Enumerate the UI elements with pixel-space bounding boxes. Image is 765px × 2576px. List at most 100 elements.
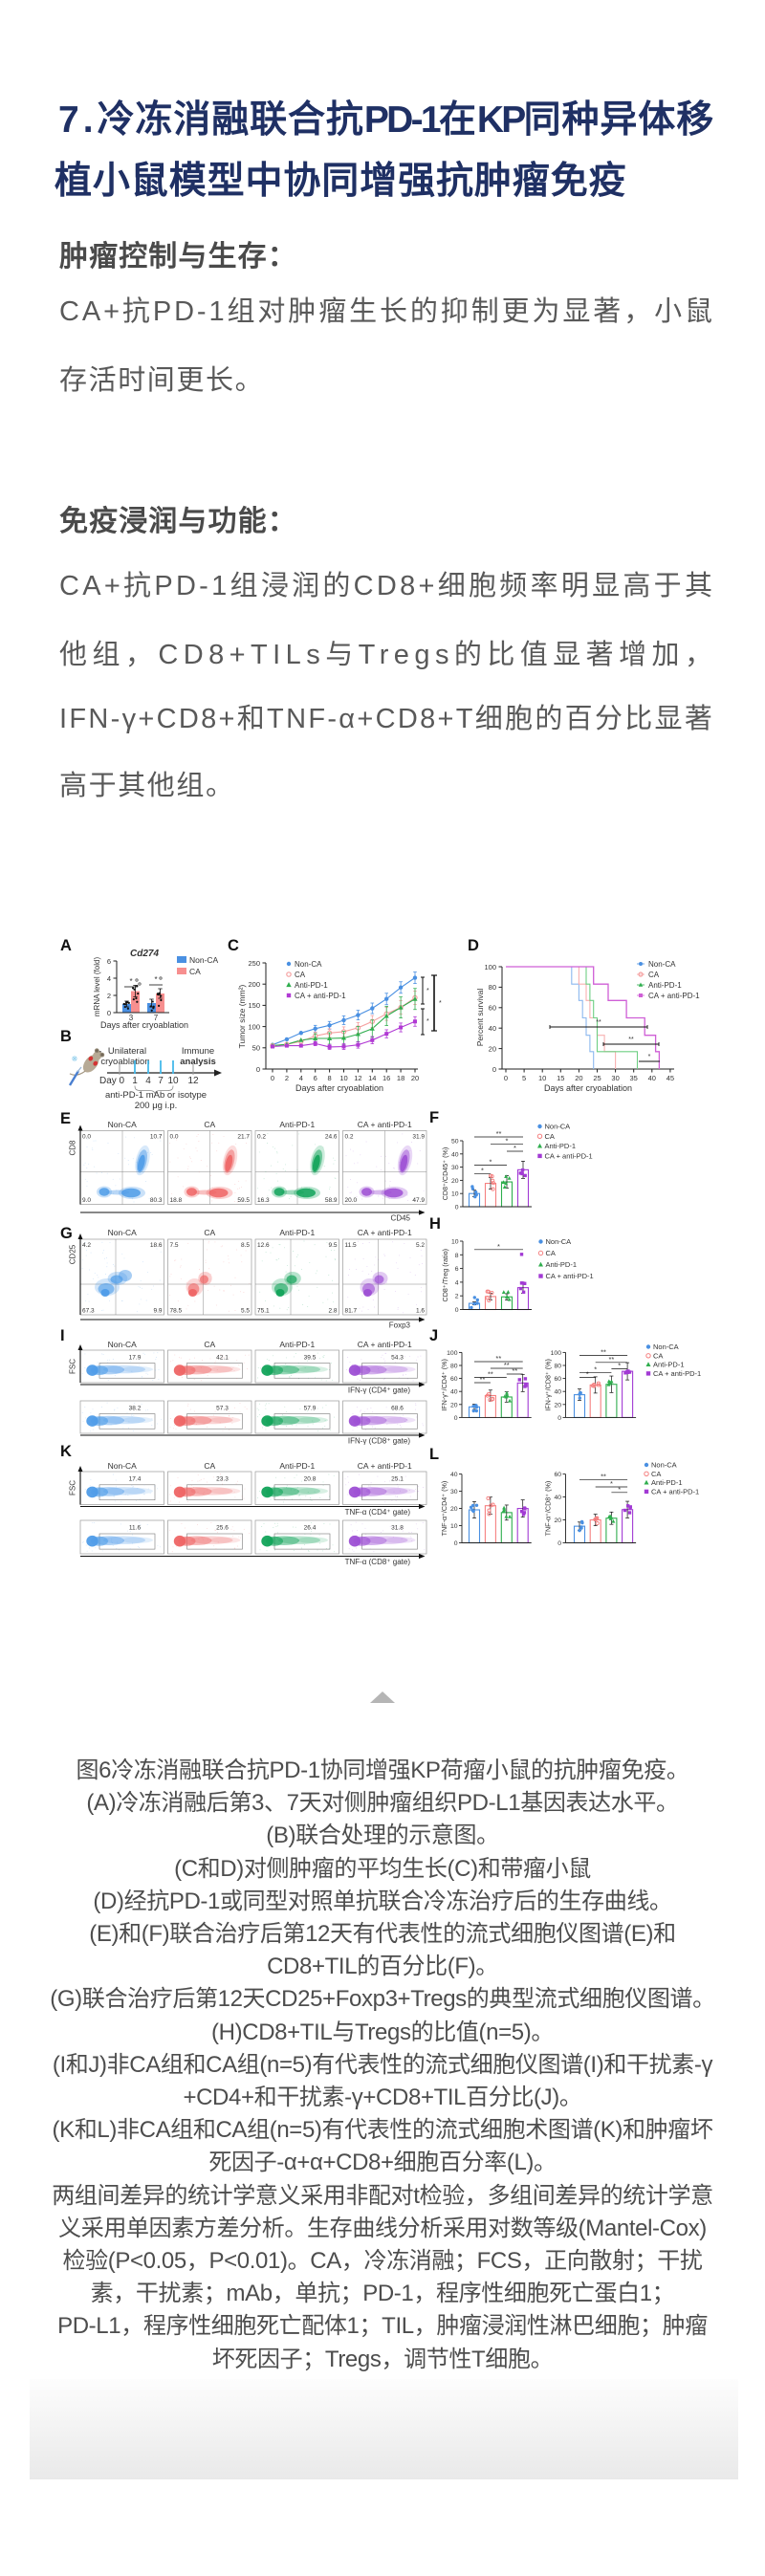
- svg-text:20: 20: [450, 1402, 458, 1408]
- svg-text:25.6: 25.6: [216, 1525, 229, 1532]
- svg-text:150: 150: [248, 1001, 260, 1010]
- svg-text:CA: CA: [204, 1340, 215, 1349]
- svg-text:50: 50: [252, 1044, 260, 1053]
- svg-text:IFN-γ⁺/CD8⁺ (%): IFN-γ⁺/CD8⁺ (%): [544, 1359, 553, 1411]
- svg-text:CA + anti-PD-1: CA + anti-PD-1: [546, 1272, 594, 1280]
- svg-text:**: **: [512, 1366, 517, 1375]
- svg-text:20: 20: [450, 1506, 458, 1513]
- svg-text:J: J: [429, 1327, 438, 1344]
- svg-text:20.0: 20.0: [345, 1197, 358, 1204]
- svg-text:6: 6: [314, 1074, 317, 1082]
- svg-text:25: 25: [593, 1074, 601, 1082]
- svg-text:7: 7: [154, 1014, 159, 1022]
- svg-text:0: 0: [557, 1415, 561, 1422]
- svg-text:10: 10: [451, 1239, 459, 1246]
- svg-text:Percent survival: Percent survival: [475, 989, 485, 1047]
- svg-text:1: 1: [132, 1076, 138, 1086]
- svg-text:16.3: 16.3: [257, 1197, 270, 1204]
- svg-text:18.6: 18.6: [150, 1242, 163, 1249]
- svg-text:200 μg i.p.: 200 μg i.p.: [135, 1101, 178, 1111]
- svg-text:IFN-γ (CD8⁺ gate): IFN-γ (CD8⁺ gate): [348, 1437, 410, 1446]
- svg-text:IFN-γ⁺/CD4⁺ (%): IFN-γ⁺/CD4⁺ (%): [440, 1359, 448, 1411]
- svg-text:CA + anti-PD-1: CA + anti-PD-1: [648, 992, 700, 1000]
- svg-text:**: **: [495, 1354, 501, 1363]
- svg-text:10.7: 10.7: [150, 1134, 163, 1141]
- svg-text:47.9: 47.9: [412, 1197, 425, 1204]
- svg-text:42.1: 42.1: [216, 1355, 229, 1362]
- svg-text:31.8: 31.8: [391, 1525, 404, 1532]
- svg-text:*: *: [586, 1370, 589, 1379]
- svg-text:4: 4: [455, 1279, 459, 1286]
- svg-text:8: 8: [328, 1074, 332, 1082]
- svg-text:5.2: 5.2: [416, 1242, 425, 1249]
- svg-text:FSC: FSC: [69, 1480, 77, 1495]
- svg-text:*: *: [490, 1158, 492, 1167]
- svg-text:Days after cryoablation: Days after cryoablation: [544, 1083, 632, 1093]
- svg-text:Non-CA: Non-CA: [648, 960, 676, 969]
- svg-text:Anti-PD-1: Anti-PD-1: [545, 1142, 577, 1150]
- svg-text:45: 45: [667, 1074, 674, 1082]
- svg-text:75.1: 75.1: [257, 1308, 270, 1315]
- svg-text:7.5: 7.5: [170, 1242, 179, 1249]
- svg-text:Anti-PD-1: Anti-PD-1: [279, 1120, 315, 1129]
- svg-text:2: 2: [455, 1294, 459, 1300]
- svg-text:4: 4: [107, 974, 111, 983]
- svg-text:0: 0: [454, 1415, 458, 1422]
- svg-text:17.9: 17.9: [129, 1355, 142, 1362]
- svg-text:CA + anti-PD-1: CA + anti-PD-1: [651, 1487, 699, 1495]
- svg-text:Non-CA: Non-CA: [295, 960, 322, 969]
- svg-text:0: 0: [492, 1065, 496, 1074]
- svg-text:20: 20: [554, 1402, 561, 1408]
- svg-text:**: **: [480, 1375, 486, 1384]
- svg-text:H: H: [429, 1215, 441, 1233]
- svg-text:0: 0: [455, 1307, 459, 1314]
- svg-text:*: *: [618, 1485, 621, 1494]
- svg-text:40: 40: [648, 1074, 656, 1082]
- svg-text:0: 0: [504, 1074, 508, 1082]
- svg-text:*: *: [439, 1000, 442, 1007]
- svg-text:60: 60: [554, 1376, 561, 1383]
- svg-text:CD25: CD25: [69, 1244, 77, 1264]
- svg-text:20: 20: [411, 1074, 419, 1082]
- svg-text:Anti-PD-1: Anti-PD-1: [279, 1461, 315, 1471]
- svg-text:Non-CA: Non-CA: [653, 1343, 679, 1351]
- svg-text:Anti-PD-1: Anti-PD-1: [279, 1340, 315, 1349]
- svg-text:10: 10: [167, 1076, 179, 1086]
- svg-text:2.8: 2.8: [328, 1308, 337, 1315]
- svg-text:40: 40: [450, 1389, 458, 1396]
- svg-text:9.9: 9.9: [153, 1308, 162, 1315]
- svg-text:TNF-α (CD4⁺ gate): TNF-α (CD4⁺ gate): [345, 1508, 411, 1517]
- svg-text:**: **: [628, 1037, 634, 1043]
- svg-text:3: 3: [129, 1014, 134, 1022]
- svg-text:anti-PD-1 mAb or isotype: anti-PD-1 mAb or isotype: [105, 1090, 207, 1101]
- svg-text:40: 40: [451, 1151, 459, 1158]
- svg-text:68.6: 68.6: [391, 1406, 404, 1412]
- svg-text:E: E: [60, 1110, 71, 1127]
- svg-text:*: *: [481, 1167, 484, 1175]
- svg-text:20: 20: [575, 1074, 582, 1082]
- svg-text:24.6: 24.6: [325, 1134, 338, 1141]
- svg-text:**: **: [608, 1355, 614, 1364]
- svg-text:20: 20: [554, 1517, 561, 1524]
- svg-text:38.2: 38.2: [129, 1406, 142, 1412]
- svg-text:*: *: [506, 1137, 509, 1146]
- svg-text:0: 0: [256, 1065, 260, 1074]
- svg-text:B: B: [60, 1028, 72, 1045]
- svg-text:0.2: 0.2: [345, 1134, 354, 1141]
- svg-text:CA: CA: [204, 1120, 215, 1129]
- svg-text:CA + anti-PD-1: CA + anti-PD-1: [358, 1461, 412, 1471]
- svg-text:Foxp3: Foxp3: [389, 1321, 411, 1330]
- svg-text:40: 40: [554, 1389, 561, 1396]
- svg-text:CA + anti-PD-1: CA + anti-PD-1: [358, 1228, 412, 1237]
- svg-text:40: 40: [554, 1495, 561, 1501]
- svg-text:6: 6: [455, 1266, 459, 1273]
- svg-text:0: 0: [455, 1205, 459, 1212]
- svg-text:40: 40: [489, 1024, 496, 1033]
- svg-text:I: I: [60, 1327, 65, 1344]
- svg-text:2: 2: [285, 1074, 289, 1082]
- svg-text:0.0: 0.0: [82, 1134, 91, 1141]
- svg-text:57.3: 57.3: [216, 1406, 229, 1412]
- svg-text:9.0: 9.0: [82, 1197, 91, 1204]
- svg-text:D: D: [468, 937, 479, 954]
- svg-text:*: *: [426, 1018, 429, 1025]
